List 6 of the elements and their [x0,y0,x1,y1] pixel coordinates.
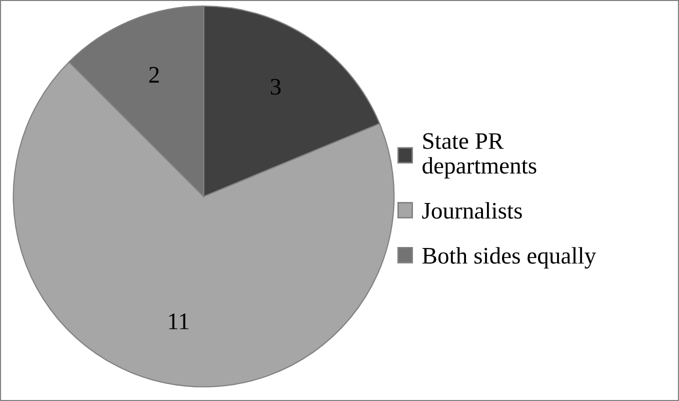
legend-label: Journalists [422,202,522,219]
legend-label: Both sides equally [422,247,596,269]
data-label: 2 [149,66,159,83]
data-label: 3 [270,78,281,95]
legend-label: State PR departments [422,133,536,178]
data-label: 11 [169,314,188,330]
